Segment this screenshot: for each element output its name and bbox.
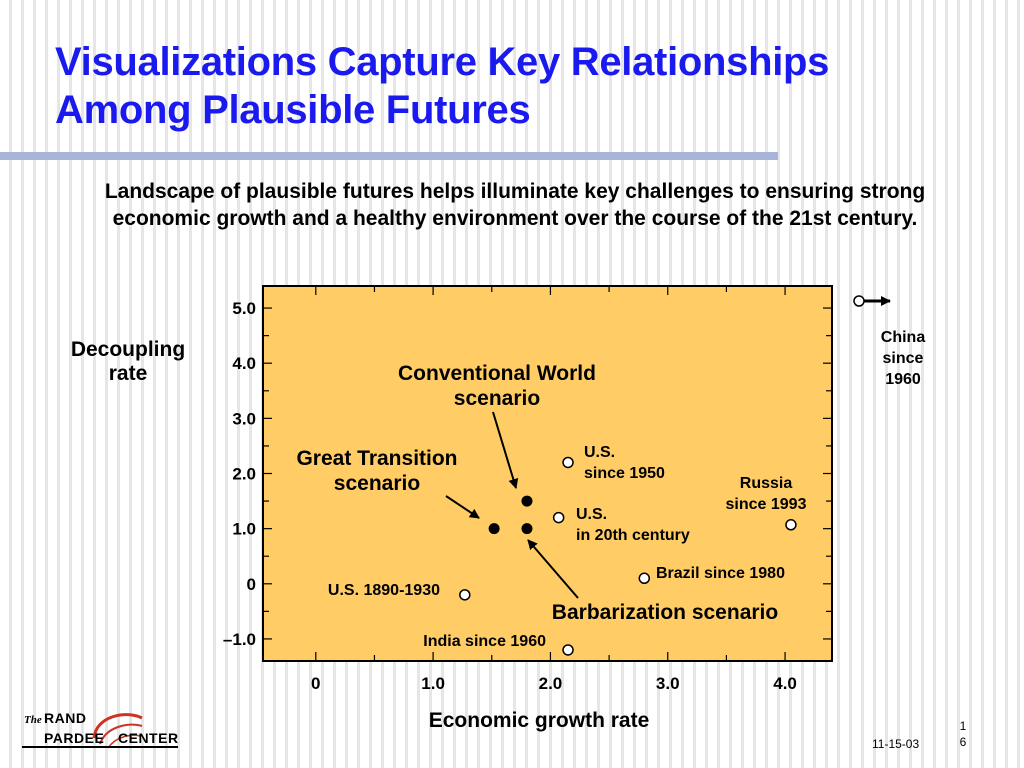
- scenario-labels: Conventional World scenario Great Transiti…: [296, 362, 778, 624]
- rand-pardee-logo: The RAND PARDEE CENTER: [22, 708, 182, 754]
- point-barbarization-point: [521, 523, 533, 535]
- y-tick-label: –1.0: [223, 630, 256, 649]
- point-conventional-world-point: [521, 495, 533, 507]
- plot-area: [262, 285, 833, 662]
- logo-underline: [22, 746, 178, 748]
- y-tick-label: 1.0: [232, 520, 256, 539]
- y-axis-title: Decoupling rate: [71, 338, 185, 385]
- label-us-20th-century: U.S. in 20th century: [576, 506, 690, 544]
- label-india-1960: India since 1960: [423, 633, 546, 650]
- x-tick-label: 4.0: [773, 674, 797, 693]
- x-axis-title: Economic growth rate: [429, 709, 650, 732]
- label-china-1960: China since 1960: [881, 329, 926, 388]
- label-us-1890-1930: U.S. 1890-1930: [328, 582, 440, 599]
- data-points: [459, 456, 797, 656]
- logo-the: The: [24, 714, 42, 726]
- scenario-label-barbarization: Barbarization scenario: [552, 601, 778, 624]
- arrow-great-transition: [445, 495, 480, 519]
- off-chart-china: China since 1960: [853, 295, 926, 388]
- label-us-1950: U.S. since 1950: [584, 444, 665, 482]
- arrow-conventional-world: [492, 411, 519, 489]
- slide-subtitle: Landscape of plausible futures helps ill…: [104, 180, 926, 230]
- y-tick-label: 3.0: [232, 409, 256, 428]
- slide-title-line2: Among Plausible Futures: [55, 88, 531, 132]
- slide-title: Visualizations Capture Key Relationships…: [55, 38, 829, 134]
- slide-title-line1: Visualizations Capture Key Relationships: [55, 40, 830, 84]
- point-labels: U.S. since 1950 U.S. in 20th century Russia s…: [328, 444, 807, 650]
- x-tick-label: 0: [311, 674, 320, 693]
- page-number-top: 1: [959, 719, 967, 733]
- scenario-label-great-transition: Great Transition scenario: [296, 447, 457, 495]
- x-tick-label: 2.0: [539, 674, 563, 693]
- arrow-barbarization: [527, 539, 579, 599]
- point-us-1890-1930: [459, 589, 471, 601]
- scenario-label-conventional-world: Conventional World scenario: [398, 362, 596, 410]
- label-brazil-1980: Brazil since 1980: [656, 565, 785, 582]
- point-russia-1993: [785, 519, 797, 531]
- page-number-bottom: 6: [959, 735, 967, 749]
- x-tick-label: 1.0: [421, 674, 445, 693]
- axis-tick-labels: 0 1.0 2.0 3.0 4.0 5.0 4.0 3.0 2.0 1.0 0 –1.0: [223, 299, 797, 693]
- axis-titles: Economic growth rate Decoupling rate: [71, 338, 649, 732]
- logo-swirl-icon: [92, 713, 143, 749]
- logo-center: CENTER: [118, 730, 179, 746]
- point-india-1960: [562, 644, 574, 656]
- logo-rand: RAND: [44, 710, 87, 726]
- y-tick-label: 5.0: [232, 299, 256, 318]
- label-russia-1993: Russia since 1993: [726, 475, 807, 513]
- title-divider: [0, 152, 778, 160]
- axis-ticks: [263, 286, 832, 661]
- x-tick-label: 3.0: [656, 674, 680, 693]
- page-number: 1 6: [958, 718, 968, 750]
- point-brazil-1980: [638, 572, 651, 585]
- y-tick-label: 0: [247, 575, 256, 594]
- logo-pardee: PARDEE: [44, 730, 105, 746]
- point-great-transition-point: [488, 523, 500, 535]
- footer-date: 11-15-03: [872, 737, 920, 751]
- y-tick-label: 2.0: [232, 465, 256, 484]
- annotation-arrows: [445, 411, 579, 599]
- point-china-1960: [853, 295, 865, 307]
- point-us-20th-century: [552, 511, 565, 524]
- point-us-1950: [562, 456, 574, 469]
- y-tick-label: 4.0: [232, 354, 256, 373]
